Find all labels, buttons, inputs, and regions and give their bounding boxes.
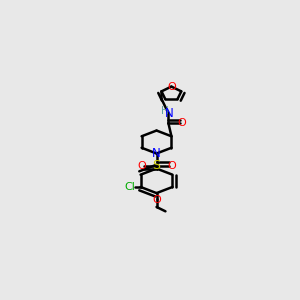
Text: O: O	[137, 161, 146, 171]
Text: O: O	[167, 161, 176, 171]
Text: S: S	[152, 159, 160, 172]
Text: N: N	[165, 107, 173, 120]
Text: H: H	[161, 106, 169, 116]
Text: Cl: Cl	[125, 182, 136, 192]
Text: O: O	[178, 118, 187, 128]
Text: O: O	[152, 195, 161, 205]
Text: O: O	[167, 82, 176, 92]
Text: N: N	[152, 147, 161, 160]
